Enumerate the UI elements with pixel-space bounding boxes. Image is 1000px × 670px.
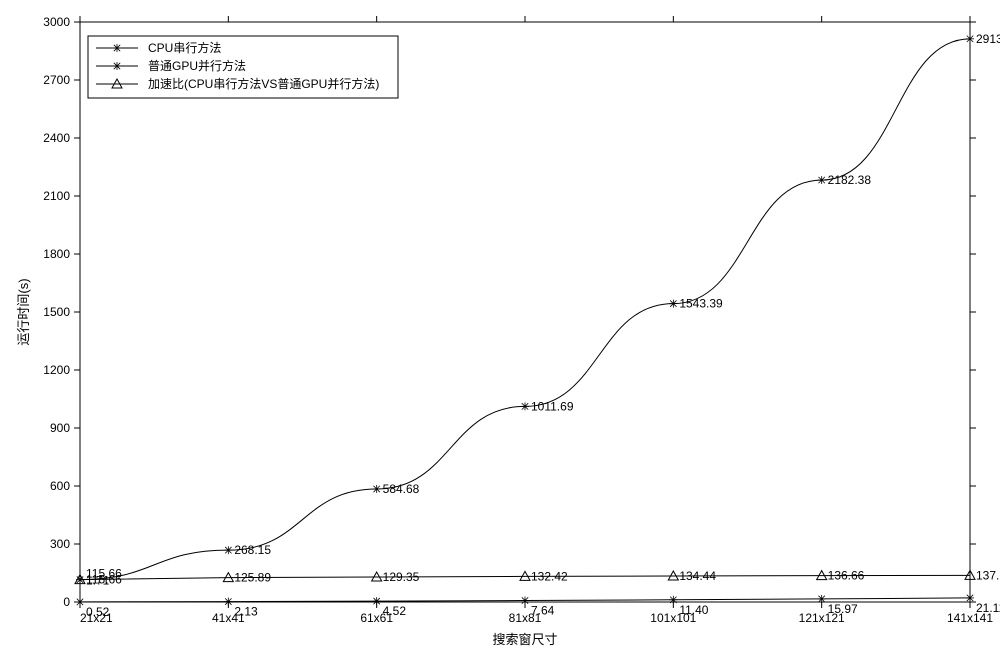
legend-label: 加速比(CPU串行方法VS普通GPU并行方法) <box>148 76 379 91</box>
legend-label: 普通GPU并行方法 <box>148 58 246 73</box>
data-label: 2913.01 <box>976 32 1000 46</box>
data-label: 268.15 <box>234 543 271 557</box>
legend-label: CPU串行方法 <box>148 40 221 55</box>
data-label: 1011.69 <box>531 399 574 413</box>
y-tick-label: 900 <box>50 421 70 435</box>
data-label: 134.44 <box>679 569 716 583</box>
y-tick-label: 2400 <box>43 131 70 145</box>
data-label: 21.11 <box>976 601 1000 615</box>
data-label: 0.52 <box>86 605 110 619</box>
data-label: 15.97 <box>828 602 858 616</box>
y-tick-label: 2100 <box>43 189 70 203</box>
y-tick-label: 600 <box>50 479 70 493</box>
data-label-extra: 1.71 <box>86 573 110 587</box>
data-label: 2.13 <box>234 605 258 619</box>
data-label: 1543.39 <box>679 297 723 311</box>
y-tick-label: 1200 <box>43 363 70 377</box>
data-label: 4.52 <box>383 604 407 618</box>
y-tick-label: 0 <box>63 595 70 609</box>
x-axis-label: 搜索窗尺寸 <box>492 632 557 647</box>
y-tick-label: 1800 <box>43 247 70 261</box>
data-label: 132.42 <box>531 569 568 583</box>
y-tick-label: 1500 <box>43 305 70 319</box>
data-label: 129.35 <box>383 570 420 584</box>
data-label: 7.64 <box>531 604 555 618</box>
y-tick-label: 3000 <box>43 15 70 29</box>
y-tick-label: 300 <box>50 537 70 551</box>
chart-svg: 0 300 600 900 1200 1500 1800 2100 2400 2700 3000 21… <box>0 0 1000 670</box>
data-label: 137.99 <box>976 568 1000 582</box>
data-label: 2182.38 <box>828 173 872 187</box>
series-line <box>80 39 970 580</box>
data-label: 11.40 <box>679 603 708 617</box>
y-axis-label: 运行时间(s) <box>16 278 31 345</box>
chart-container: 0 300 600 900 1200 1500 1800 2100 2400 2700 3000 21… <box>0 0 1000 670</box>
y-tick-label: 2700 <box>43 73 70 87</box>
data-label: 125.89 <box>234 571 271 585</box>
data-label: 136.66 <box>828 569 865 583</box>
plot-border <box>80 22 970 602</box>
data-label: 584.68 <box>383 482 420 496</box>
